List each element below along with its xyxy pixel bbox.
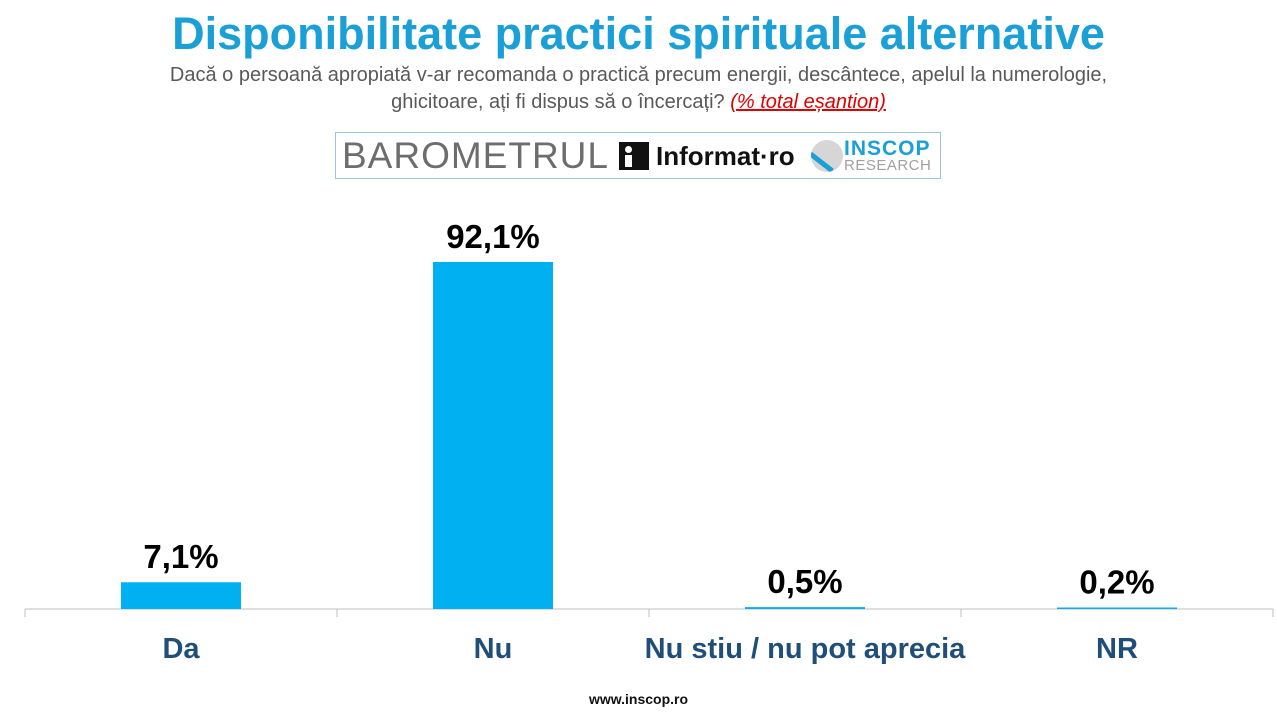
footer-url[interactable]: www.inscop.ro: [588, 691, 689, 707]
chart-subtitle: Dacă o persoană apropiată v-ar recomanda…: [40, 62, 1237, 116]
inscop-logo-text: INSCOP: [844, 137, 931, 160]
data-label-2: 92,1%: [446, 218, 540, 255]
category-label-3: Nu stiu / nu pot aprecia: [645, 633, 967, 665]
data-label-1: 7,1%: [143, 538, 218, 575]
subtitle-line-2: ghicitoare, ați fi dispus să o încercați…: [391, 91, 725, 113]
data-label-3: 0,5%: [767, 563, 842, 600]
bar-1: [121, 582, 241, 609]
inscop-logo-icon: [811, 140, 843, 172]
category-label-4: NR: [1096, 633, 1138, 665]
bar-3: [745, 607, 865, 609]
data-label-4: 0,2%: [1079, 564, 1154, 601]
sponsor-logo-strip: BAROMETRUL Informat·ro INSCOP RESEARCH: [335, 132, 941, 179]
informat-logo-icon: [619, 142, 649, 170]
informat-logo-text: Informat·ro: [656, 141, 795, 171]
barometru-logo-text: BAROMETRUL: [342, 135, 609, 176]
subtitle-note: (% total eșantion): [730, 91, 886, 113]
subtitle-line-1: Dacă o persoană apropiată v-ar recomanda…: [169, 64, 1108, 86]
category-label-2: Nu: [474, 633, 513, 665]
category-label-1: Da: [162, 633, 200, 665]
bar-2: [433, 262, 553, 609]
research-logo-text: RESEARCH: [844, 157, 932, 174]
bar-4: [1057, 607, 1177, 609]
chart-title: Disponibilitate practici spirituale alte…: [172, 8, 1105, 59]
